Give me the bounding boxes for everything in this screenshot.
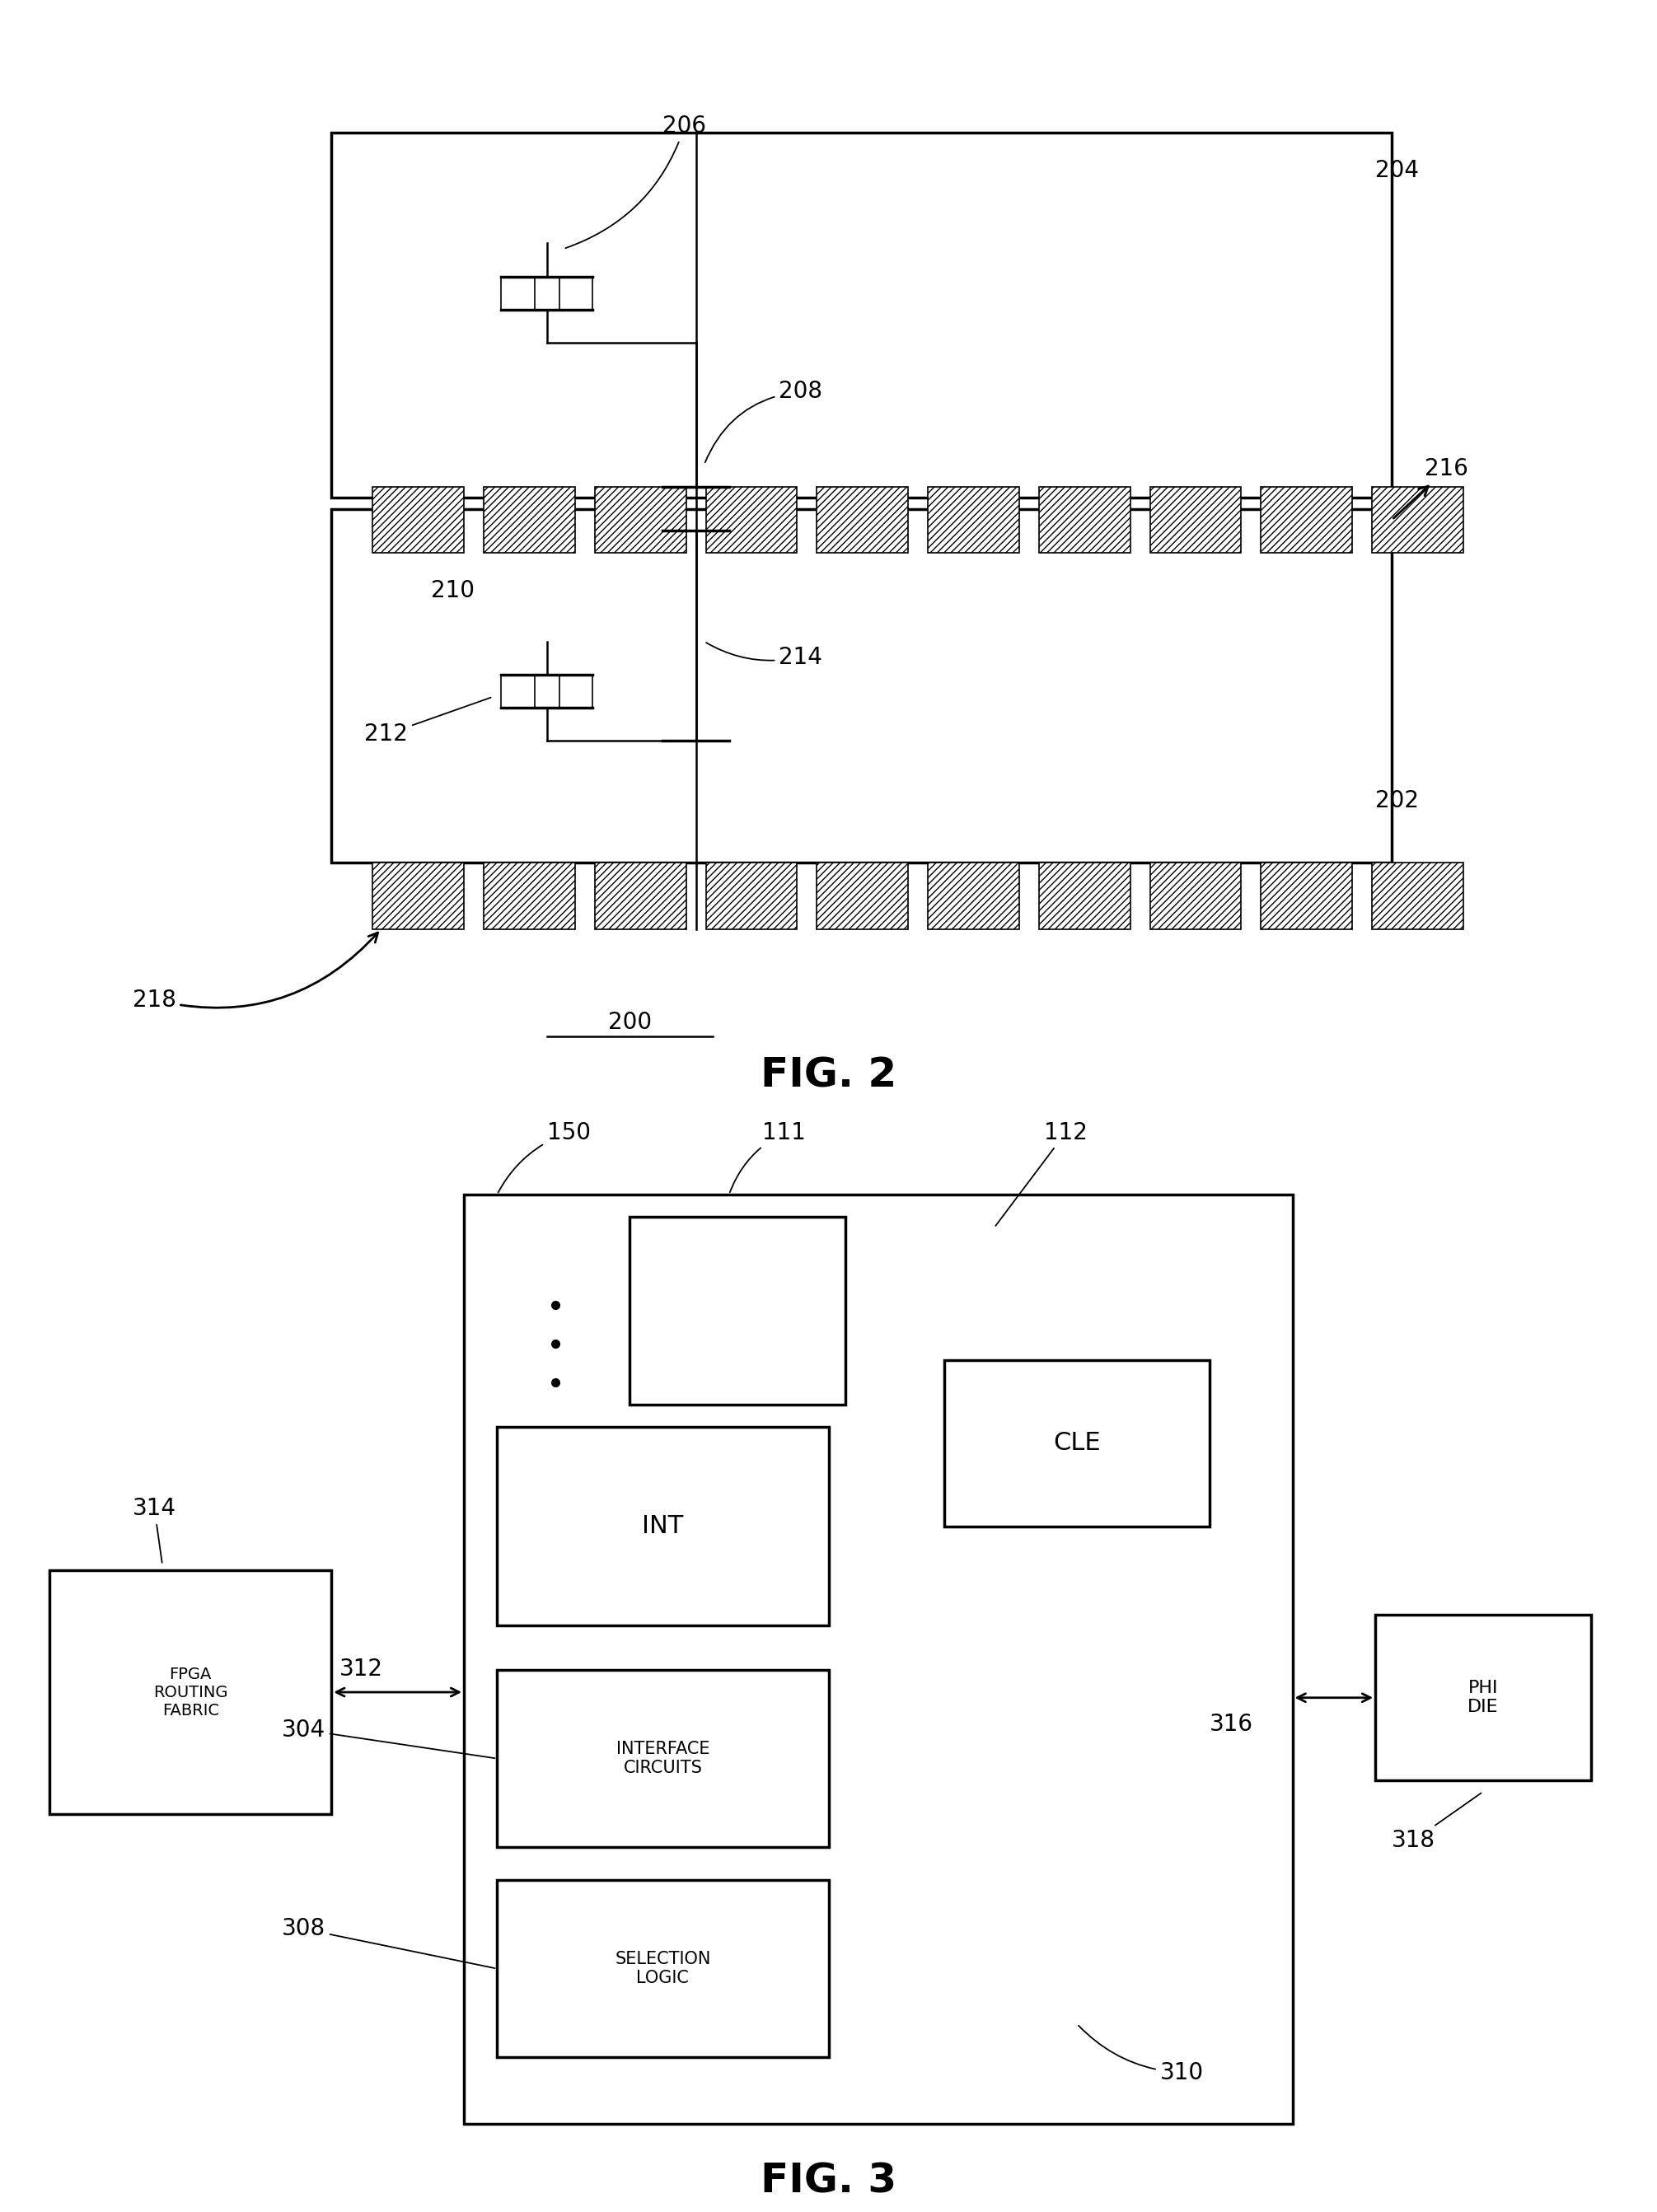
Bar: [630, 1217, 845, 1405]
Bar: [1261, 487, 1352, 553]
Text: FIG. 2: FIG. 2: [761, 1055, 896, 1095]
Bar: [500, 276, 534, 310]
Text: 150: 150: [499, 1121, 590, 1192]
Text: 200: 200: [608, 1011, 651, 1033]
Text: FIG. 3: FIG. 3: [761, 2161, 896, 2201]
Text: 214: 214: [706, 644, 822, 668]
Text: 202: 202: [1375, 790, 1418, 812]
Text: 210: 210: [431, 580, 474, 602]
Bar: [331, 509, 1392, 863]
Bar: [1039, 863, 1130, 929]
Text: 218: 218: [133, 933, 378, 1011]
Text: 204: 204: [1375, 159, 1418, 181]
Bar: [1150, 487, 1241, 553]
Text: 212: 212: [365, 697, 490, 745]
Text: 111: 111: [729, 1121, 805, 1192]
Text: 312: 312: [340, 1657, 383, 1681]
Bar: [484, 863, 575, 929]
Bar: [928, 487, 1019, 553]
Bar: [331, 133, 1392, 498]
Bar: [1372, 863, 1463, 929]
Bar: [373, 487, 464, 553]
Text: PHI
DIE: PHI DIE: [1468, 1679, 1498, 1717]
Bar: [595, 863, 686, 929]
Bar: [50, 1571, 331, 1814]
Bar: [817, 863, 908, 929]
Bar: [595, 487, 686, 553]
Bar: [817, 487, 908, 553]
Bar: [500, 675, 534, 708]
Text: 112: 112: [996, 1121, 1087, 1225]
Text: 314: 314: [133, 1498, 176, 1562]
Bar: [1150, 863, 1241, 929]
Bar: [497, 1427, 828, 1626]
Bar: [373, 863, 464, 929]
Bar: [1039, 487, 1130, 553]
Text: 208: 208: [706, 380, 822, 462]
Text: CLE: CLE: [1054, 1431, 1100, 1455]
Bar: [558, 675, 593, 708]
Bar: [484, 487, 575, 553]
Text: INTERFACE
CIRCUITS: INTERFACE CIRCUITS: [616, 1741, 709, 1776]
Bar: [497, 1880, 828, 2057]
Bar: [928, 863, 1019, 929]
Bar: [1261, 863, 1352, 929]
Text: SELECTION
LOGIC: SELECTION LOGIC: [615, 1951, 711, 1986]
Bar: [1375, 1615, 1591, 1781]
Text: 206: 206: [565, 115, 706, 248]
Bar: [706, 863, 797, 929]
Text: 216: 216: [1394, 458, 1468, 518]
Text: INT: INT: [643, 1515, 683, 1537]
Bar: [944, 1360, 1210, 1526]
Bar: [464, 1194, 1292, 2124]
Text: 304: 304: [282, 1719, 495, 1759]
Text: 318: 318: [1392, 1794, 1481, 1851]
Text: 308: 308: [282, 1918, 495, 1969]
Text: FPGA
ROUTING
FABRIC: FPGA ROUTING FABRIC: [152, 1666, 229, 1719]
Bar: [558, 276, 593, 310]
Bar: [1372, 487, 1463, 553]
Bar: [497, 1670, 828, 1847]
Text: 316: 316: [1210, 1712, 1253, 1736]
Text: 310: 310: [1079, 2026, 1203, 2084]
Bar: [706, 487, 797, 553]
